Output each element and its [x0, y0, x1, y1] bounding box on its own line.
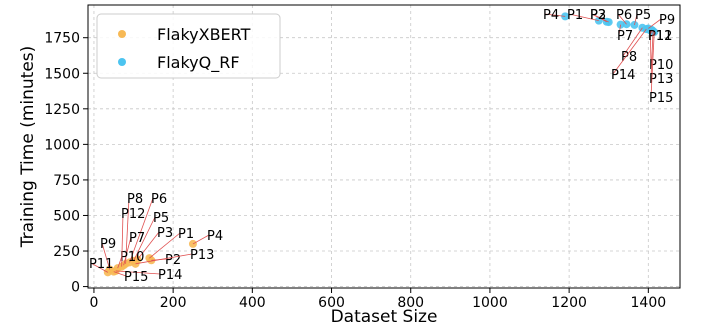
annotation-leader-line	[192, 234, 210, 245]
x-tick-label: 1200	[551, 295, 587, 311]
point-label: P13	[649, 72, 673, 87]
point-label: P14	[158, 268, 182, 283]
point-label: P10	[649, 58, 673, 73]
annotation-leader-line	[649, 30, 653, 36]
x-tick-label: 600	[318, 295, 345, 311]
y-tick-label: 250	[53, 244, 80, 260]
point-label: P14	[611, 68, 635, 83]
point-label: P13	[190, 248, 214, 263]
x-axis-title: Dataset Size	[331, 307, 438, 327]
annotation-leader-line	[648, 18, 662, 29]
point-label: P3	[157, 226, 173, 241]
annotation-leader-line	[123, 236, 132, 266]
axis-ticks: 0 200 400 600 800 1000 1200 1400 0 250 500 750 1000 1…	[44, 31, 666, 311]
legend-marker	[118, 30, 126, 38]
point-label: P4	[207, 229, 223, 244]
annotation-leader-line	[135, 253, 193, 265]
point-label: P5	[153, 211, 169, 226]
point-label: P2	[165, 253, 181, 268]
annotation-leader-line	[649, 30, 652, 65]
point-label: P8	[621, 50, 637, 65]
x-tick-label: 400	[239, 295, 266, 311]
point-label: P3	[590, 8, 606, 23]
annotation-leader-line	[121, 212, 124, 267]
annotation-leader-line	[544, 13, 566, 17]
annotation-leader-line	[634, 13, 638, 26]
legend-box	[96, 13, 281, 79]
y-tick-label: 1000	[44, 137, 80, 153]
annotation-leader-line	[117, 255, 123, 269]
y-tick-label: 1750	[44, 31, 80, 47]
point-label: P6	[151, 192, 167, 207]
point-label: P12	[121, 207, 145, 222]
annotation-leader-line	[101, 242, 111, 270]
annotation-leader-line	[133, 216, 156, 262]
x-tick-label: 1400	[631, 295, 667, 311]
annotation-leader-line	[650, 31, 654, 79]
annotation-leader-line	[618, 24, 621, 36]
legend: FlakyXBERT FlakyQ_RF	[96, 13, 281, 79]
x-tick-label: 1000	[472, 295, 508, 311]
point-label: P7	[129, 231, 145, 246]
legend-label: FlakyXBERT	[157, 25, 251, 44]
point-label: P6	[616, 8, 632, 23]
annotation-leader-line	[125, 197, 130, 264]
legend-marker	[118, 58, 126, 66]
annotation-leader-line	[115, 270, 161, 275]
annotation-leader-line	[617, 13, 627, 25]
point-label: P10	[120, 250, 144, 265]
annotation-leader-line	[568, 13, 599, 22]
point-label: P11	[89, 257, 113, 272]
annotation-leader-line	[137, 231, 160, 260]
annotation-leader-line	[612, 28, 647, 75]
annotation-leader-line	[591, 13, 607, 23]
y-tick-label: 1250	[44, 102, 80, 118]
point-label: P1	[567, 8, 583, 23]
plot-frame	[87, 4, 681, 289]
point-label: P9	[100, 237, 116, 252]
x-tick-label: 200	[160, 295, 187, 311]
point-label: P9	[659, 13, 675, 28]
y-tick-label: 750	[53, 173, 80, 189]
y-axis-title: Training Time (minutes)	[18, 46, 38, 249]
annotation-leader-line	[90, 262, 108, 273]
y-tick-label: 1500	[44, 66, 80, 82]
point-label: P15	[649, 91, 673, 106]
y-tick-label: 500	[53, 208, 80, 224]
point-label: P8	[127, 192, 143, 207]
annotation-leader-line	[149, 232, 181, 259]
point-label: P4	[543, 8, 559, 23]
annotation-leader-line	[622, 27, 643, 57]
y-tick-label: 0	[71, 280, 80, 296]
point-label: P15	[124, 270, 148, 285]
legend-label: FlakyQ_RF	[157, 53, 240, 73]
annotation-leader-line	[650, 32, 655, 98]
annotation-leader-line	[113, 271, 127, 277]
point-label: P12	[648, 29, 672, 44]
x-tick-label: 0	[89, 295, 98, 311]
point-label: P1	[178, 227, 194, 242]
annotation-leader-line	[129, 197, 154, 263]
point-label: P5	[635, 8, 651, 23]
x-tick-label: 800	[397, 295, 424, 311]
point-label: P7	[617, 29, 633, 44]
data-marks	[103, 12, 659, 277]
